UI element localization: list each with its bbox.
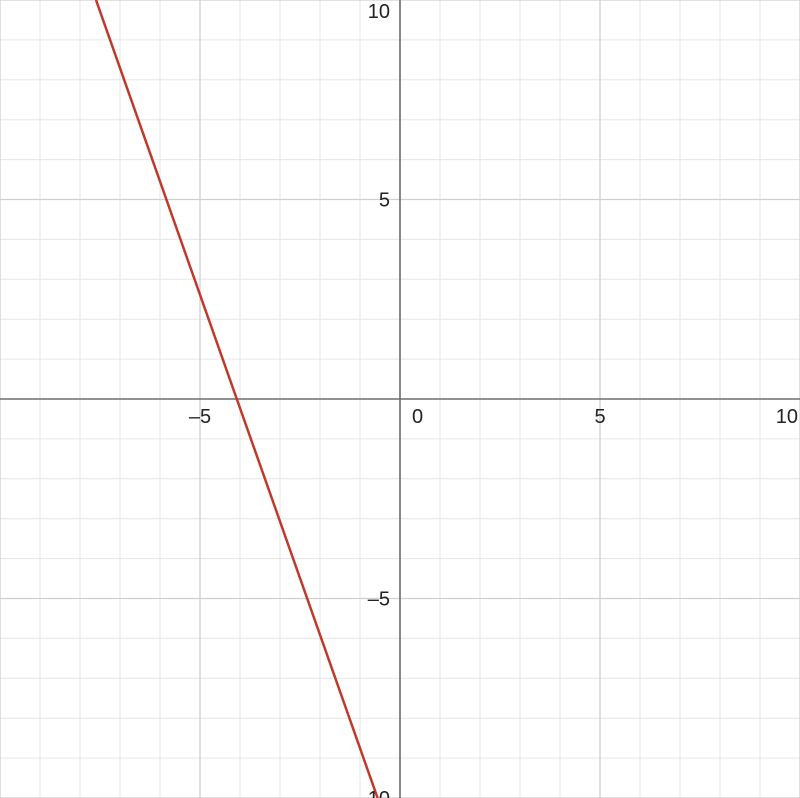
graph-svg: –5 0 5 10 10 5 –5 –10 <box>0 0 800 798</box>
x-tick-label: 10 <box>776 406 798 428</box>
y-tick-label: –5 <box>368 589 390 611</box>
x-tick-label: 5 <box>594 406 605 428</box>
coordinate-graph: –5 0 5 10 10 5 –5 –10 <box>0 0 800 798</box>
y-tick-label: –10 <box>357 788 390 798</box>
x-tick-label: 0 <box>412 406 423 428</box>
y-tick-label: 5 <box>379 190 390 212</box>
x-tick-label: –5 <box>189 406 211 428</box>
y-tick-label: 10 <box>368 1 390 23</box>
